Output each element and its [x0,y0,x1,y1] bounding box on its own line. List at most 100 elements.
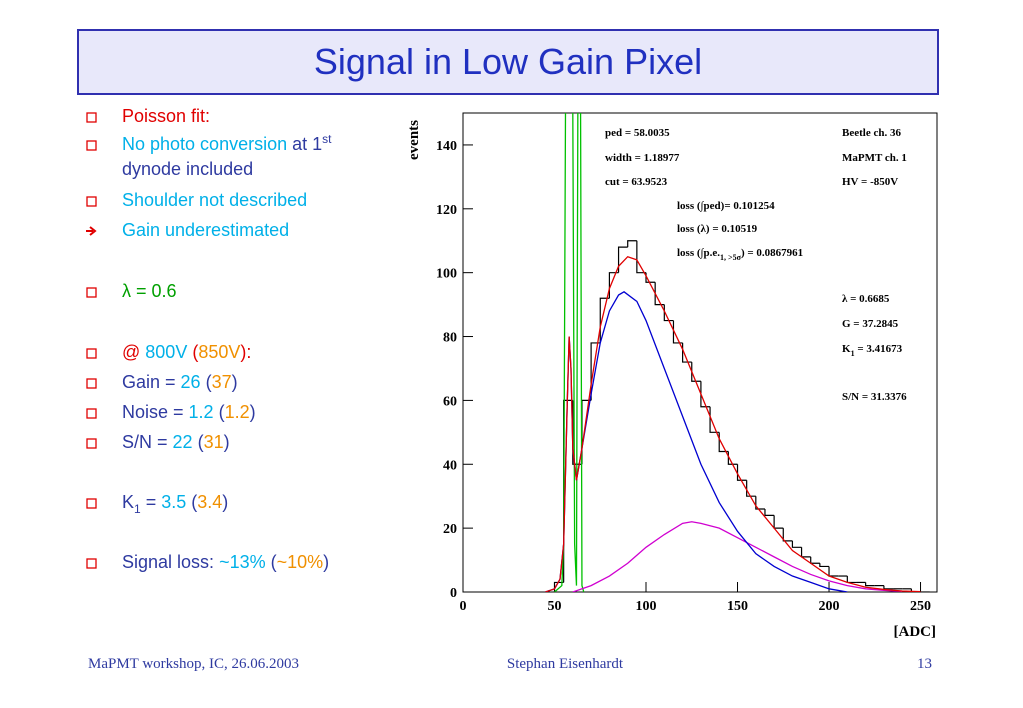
y-tick-label: 100 [436,267,457,282]
annotation-part: HV = -850V [842,176,898,188]
annotation-part: loss (λ) = 0.10519 [677,223,758,235]
annotation-part: MaPMT ch. 1 [842,152,907,164]
annotation: λ = 0.6685 [842,293,890,305]
histogram-bin [617,246,628,273]
y-tick-label: 120 [436,203,457,218]
text-segment: ( [193,432,204,452]
x-tick-label: 50 [548,599,562,614]
bullet-marker [86,226,97,236]
text-segment: 3.4 [197,492,222,512]
text-segment: st [322,132,332,146]
y-axis-label: events [406,120,422,160]
text-segment: ): [240,342,251,362]
annotation-part: = 3.41673 [855,343,903,355]
text-segment: ( [186,492,197,512]
x-tick-label: 250 [910,599,931,614]
annotation-part: λ = 0.6685 [842,293,890,305]
x-tick-label: 200 [819,599,840,614]
y-tick-label: 80 [443,331,457,346]
y-tick-label: 60 [443,394,457,409]
x-tick-label: 150 [727,599,748,614]
bullet-marker [86,378,97,389]
annotation-part: Beetle ch. 36 [842,127,901,139]
bullet-text: Noise = 1.2 (1.2) [122,402,256,422]
annotation-part: ) = 0.0867961 [741,247,803,259]
annotation-part: 1 [851,349,855,358]
annotation-part: 1, >5σ [720,253,742,262]
annotation: S/N = 31.3376 [842,391,907,403]
histogram-bin [736,464,747,481]
text-segment: 22 [173,432,193,452]
annotation: G = 37.2845 [842,318,899,330]
fit-curve [572,521,903,592]
bullet-marker [86,438,97,449]
title-box [77,29,939,95]
annotation: HV = -850V [842,176,898,188]
annotation: ped = 58.0035 [605,127,670,139]
bullet-marker [86,498,97,509]
annotation-part: S/N = 31.3376 [842,391,907,403]
text-segment: Gain underestimated [122,220,289,240]
text-segment: 37 [212,372,232,392]
annotation-part: K [842,343,851,355]
annotation: loss (λ) = 0.10519 [677,223,758,235]
bullet-text: Poisson fit: [122,106,210,126]
x-axis-label: [ADC] [894,624,937,640]
annotation: cut = 63.9523 [605,176,668,188]
annotation-part: width = 1.18977 [605,152,680,164]
annotation-part: loss (∫ped)= 0.101254 [677,200,775,212]
bullet-text: Signal loss: ~13% (~10%) [122,552,329,572]
footer-center: Stephan Eisenhardt [507,656,624,672]
annotation: K1 = 3.41673 [842,343,903,358]
text-segment: dynode included [122,159,253,179]
text-segment: Signal loss: [122,552,219,572]
text-segment: 1 [134,502,141,516]
text-segment: No photo conversion [122,134,287,154]
text-segment: Shoulder not described [122,190,307,210]
x-tick-label: 0 [460,599,467,614]
footer-right: 13 [917,656,932,672]
text-segment: ( [266,552,277,572]
title: Signal in Low Gain Pixel [314,41,702,82]
text-segment: 1.2 [189,402,214,422]
histogram-bin [764,508,775,516]
histogram-bin [636,240,647,274]
histogram-bin [700,381,711,408]
histogram-bin [782,528,793,542]
footer-left: MaPMT workshop, IC, 26.06.2003 [88,656,299,672]
text-segment: ) [250,402,256,422]
bullet-marker [86,408,97,419]
histogram-bin [755,496,765,510]
annotation-part: G = 37.2845 [842,318,899,330]
text-segment: 26 [181,372,201,392]
histogram-bin [791,540,802,548]
text-segment: ( [214,402,225,422]
annotation: Beetle ch. 36 [842,127,901,139]
y-tick-label: 40 [443,458,457,473]
text-segment: Poisson fit: [122,106,210,126]
bullet-marker [86,558,97,569]
text-segment: λ = 0.6 [122,281,177,301]
bullet-text: No photo conversion at 1st [122,132,332,154]
text-segment: S/N = [122,432,173,452]
histogram-bin [865,582,875,587]
text-segment: 1.2 [225,402,250,422]
text-segment: 31 [204,432,224,452]
x-tick-label: 100 [636,599,657,614]
histogram-bin [819,563,830,568]
annotation-part: cut = 63.9523 [605,176,668,188]
text-segment: 800V [145,342,187,362]
text-segment: ) [323,552,329,572]
bullet-text: dynode included [122,159,253,179]
histogram-bin [627,240,637,248]
text-segment: ) [232,372,238,392]
annotation-part: ped = 58.0035 [605,127,670,139]
text-segment: 850V [198,342,240,362]
plot-area [545,113,930,592]
bullet-marker [86,287,97,298]
bullets: Poisson fit: No photo conversion at 1st dy… [86,106,332,572]
bullet-marker [86,112,97,123]
plot-frame [462,112,938,593]
text-segment: ) [222,492,228,512]
